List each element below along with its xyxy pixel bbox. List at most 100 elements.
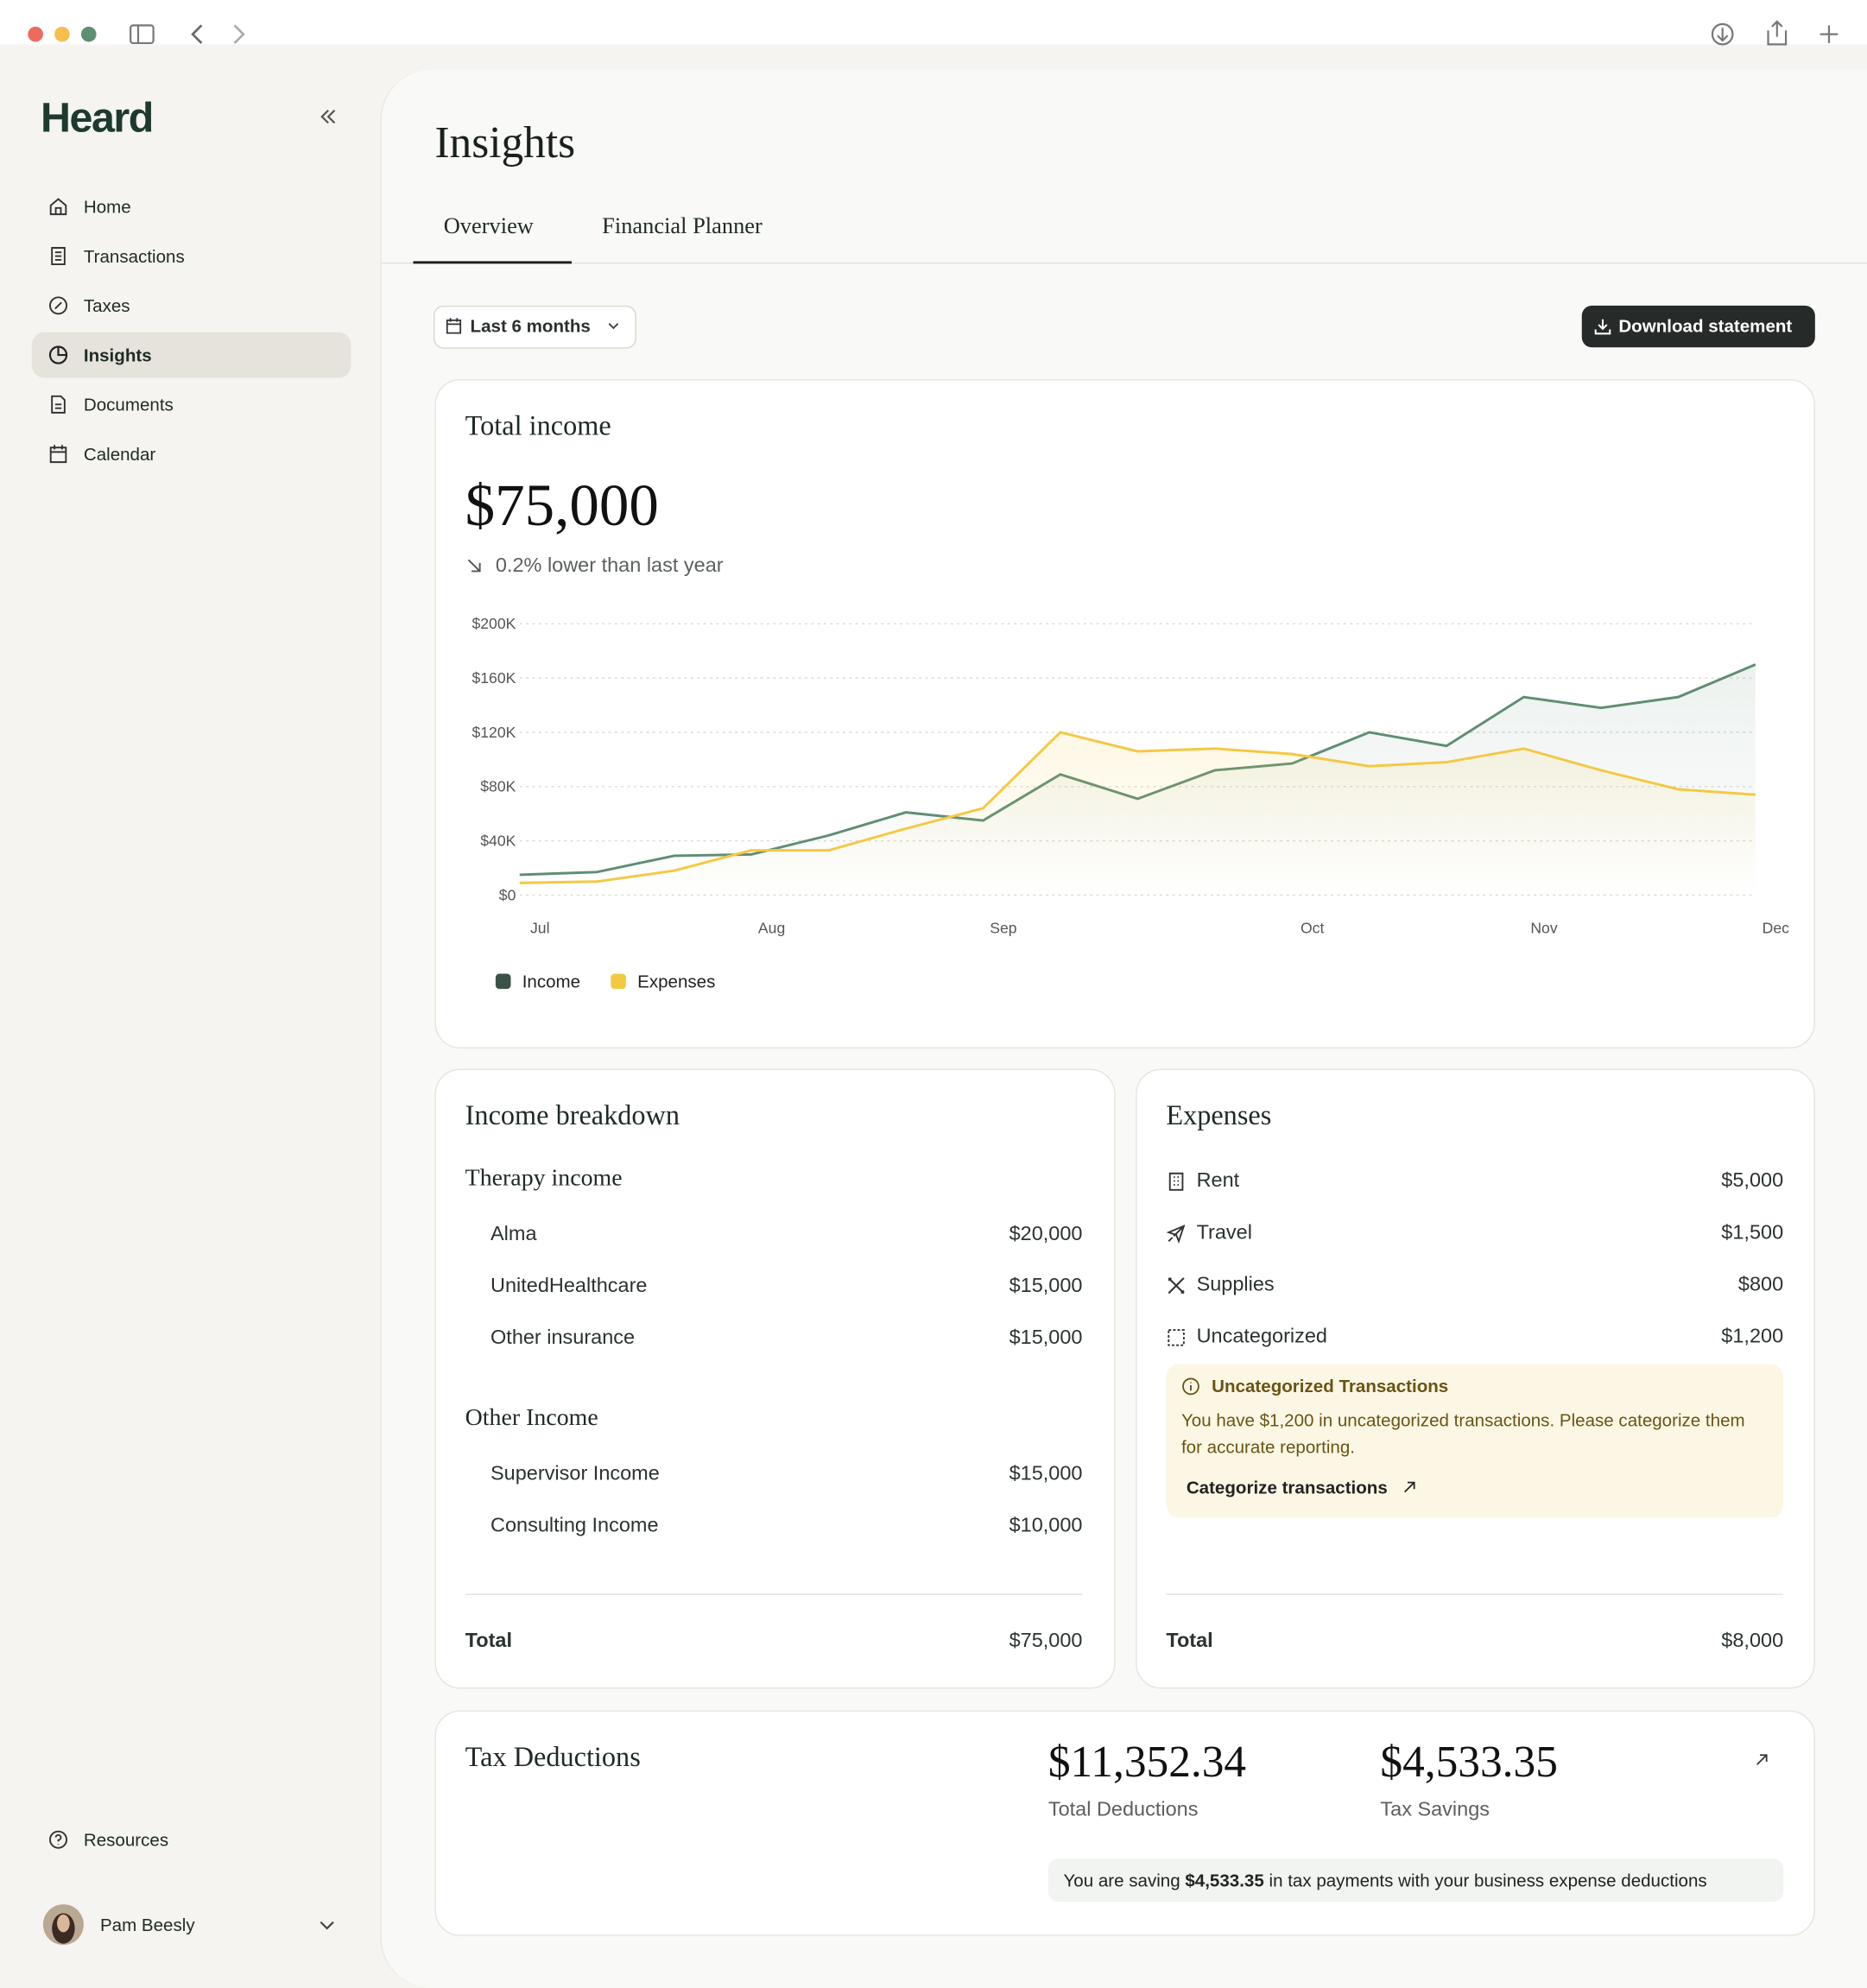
divider	[465, 1593, 1083, 1595]
x-tick-label: Oct	[1301, 920, 1324, 937]
minimize-button[interactable]	[54, 26, 70, 42]
row-amount: $1,200	[1721, 1326, 1784, 1348]
taxes-icon	[49, 296, 68, 315]
x-tick-label: Jul	[530, 920, 550, 937]
income-expenses-chart: $0 $40K $80K $120K $160K $200K Jul Aug Sep Oct Nov…	[471, 615, 1789, 992]
zoom-button[interactable]	[80, 26, 97, 42]
nav-item[interactable]: Transactions	[83, 245, 185, 267]
note-amount: $4,533.35	[1185, 1870, 1264, 1890]
row-amount: $20,000	[1009, 1223, 1083, 1245]
nav-item[interactable]: Documents	[83, 394, 174, 415]
forward-button[interactable]	[233, 24, 245, 44]
resources-icon	[49, 1830, 68, 1849]
divider	[1166, 1593, 1784, 1595]
share-button[interactable]	[1767, 20, 1788, 46]
avatar	[42, 1904, 84, 1946]
alert-text: You have $1,200 in uncategorized transac…	[1180, 1409, 1745, 1457]
income-breakdown-card	[434, 1068, 1116, 1689]
documents-icon	[51, 395, 66, 414]
card-title: Tax Deductions	[465, 1740, 641, 1773]
supplies-icon	[1168, 1277, 1185, 1295]
transactions-icon	[51, 247, 66, 266]
row-amount: $5,000	[1721, 1170, 1784, 1193]
categorize-link[interactable]: Categorize transactions	[1186, 1477, 1388, 1497]
travel-icon	[1166, 1224, 1186, 1244]
total-label: Total	[1166, 1630, 1213, 1652]
legend-label: Expenses	[637, 972, 715, 992]
calendar-icon	[49, 445, 67, 464]
nav-item[interactable]: Calendar	[83, 443, 156, 465]
uncategorized-icon	[1168, 1329, 1185, 1346]
tab-active[interactable]: Overview	[443, 212, 534, 239]
note-text: in tax payments with your business expen…	[1269, 1870, 1707, 1890]
x-tick-label: Sep	[990, 920, 1017, 937]
income-change: 0.2% lower than last year	[495, 555, 724, 577]
nav-item-active[interactable]: Insights	[83, 345, 152, 365]
x-tick-label: Aug	[758, 920, 785, 937]
card-title: Income breakdown	[465, 1098, 680, 1131]
card-title: Expenses	[1166, 1098, 1272, 1131]
new-tab-button[interactable]	[1820, 25, 1839, 43]
savings-note: You are saving $4,533.35 in tax payments…	[1047, 1858, 1784, 1903]
nav-item[interactable]: Home	[83, 196, 131, 218]
row-label: Alma	[490, 1223, 537, 1245]
resources-link[interactable]: Resources	[83, 1829, 169, 1850]
deductions-amount: $11,352.34	[1047, 1737, 1247, 1787]
sidebar-toggle[interactable]	[130, 24, 155, 45]
open-arrow[interactable]	[1754, 1752, 1769, 1768]
card-title: Total income	[465, 409, 611, 441]
collapse-button[interactable]	[318, 106, 338, 126]
tab-underline	[413, 261, 572, 264]
close-button[interactable]	[28, 26, 43, 42]
y-tick-label: $0	[499, 886, 516, 903]
window-controls	[28, 20, 1839, 46]
y-tick-label: $160K	[471, 669, 516, 687]
downloads-button[interactable]	[1711, 22, 1734, 46]
total-label: Total	[465, 1630, 513, 1652]
back-button[interactable]	[191, 24, 203, 44]
row-label: Supplies	[1196, 1274, 1275, 1296]
insights-icon	[48, 345, 68, 364]
nav-item[interactable]: Taxes	[83, 295, 130, 316]
rent-icon	[1168, 1172, 1184, 1191]
download-button[interactable]	[1581, 305, 1815, 348]
title-bar	[0, 0, 1867, 45]
download-label: Download statement	[1618, 315, 1793, 337]
total-amount: $75,000	[1009, 1630, 1083, 1652]
group-title: Therapy income	[465, 1165, 623, 1193]
tab[interactable]: Financial Planner	[602, 212, 763, 239]
info-icon	[1182, 1377, 1199, 1396]
row-amount: $15,000	[1009, 1463, 1083, 1485]
y-tick-label: $40K	[480, 833, 516, 850]
row-amount: $15,000	[1009, 1327, 1083, 1350]
row-amount: $800	[1737, 1274, 1784, 1296]
legend-swatch	[495, 973, 511, 990]
income-amount: $75,000	[465, 472, 659, 539]
series-area	[519, 731, 1756, 896]
row-label: Supervisor Income	[490, 1463, 660, 1485]
download-icon	[1594, 319, 1611, 335]
x-tick-label: Nov	[1530, 920, 1558, 937]
period-chevron	[608, 323, 619, 330]
y-tick-label: $120K	[471, 724, 516, 741]
alert-box	[1166, 1364, 1784, 1518]
row-amount: $1,500	[1721, 1222, 1784, 1244]
user-name[interactable]: Pam Beesly	[99, 1914, 195, 1935]
trend-down-icon	[467, 559, 481, 573]
deductions-label: Total Deductions	[1047, 1799, 1199, 1821]
user-menu-chevron[interactable]	[317, 1915, 337, 1934]
legend-label: Income	[522, 972, 580, 992]
row-label: Uncategorized	[1196, 1326, 1327, 1348]
savings-amount: $4,533.35	[1380, 1737, 1558, 1787]
row-label: Travel	[1196, 1222, 1252, 1244]
alert-title: Uncategorized Transactions	[1212, 1375, 1449, 1396]
y-tick-label: $80K	[480, 778, 516, 795]
group-title: Other Income	[465, 1404, 598, 1432]
period-icon	[446, 318, 462, 334]
logo[interactable]: Heard	[40, 93, 154, 141]
link-arrow	[1404, 1481, 1415, 1493]
row-amount: $10,000	[1009, 1515, 1083, 1537]
nav-active-highlight	[31, 332, 351, 378]
period-select[interactable]	[433, 305, 636, 349]
